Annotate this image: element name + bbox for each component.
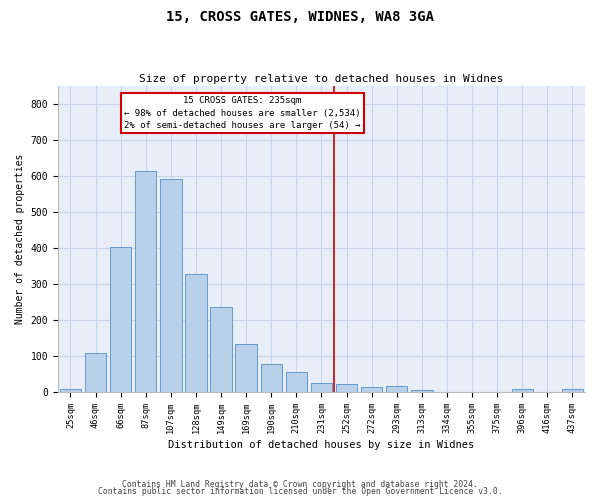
Text: 15 CROSS GATES: 235sqm
← 98% of detached houses are smaller (2,534)
2% of semi-d: 15 CROSS GATES: 235sqm ← 98% of detached… [124, 96, 361, 130]
Bar [411, 390, 433, 392]
Text: 15, CROSS GATES, WIDNES, WA8 3GA: 15, CROSS GATES, WIDNES, WA8 3GA [166, 10, 434, 24]
Bar [260, 364, 282, 392]
Title: Size of property relative to detached houses in Widnes: Size of property relative to detached ho… [139, 74, 504, 84]
Bar [562, 389, 583, 392]
Bar [211, 307, 232, 392]
Bar [386, 386, 407, 392]
Y-axis label: Number of detached properties: Number of detached properties [15, 154, 25, 324]
Bar [110, 246, 131, 392]
Text: Contains public sector information licensed under the Open Government Licence v3: Contains public sector information licen… [98, 487, 502, 496]
Bar [361, 387, 382, 392]
Bar [512, 389, 533, 392]
Bar [85, 354, 106, 392]
Bar [311, 383, 332, 392]
Bar [135, 171, 157, 392]
X-axis label: Distribution of detached houses by size in Widnes: Distribution of detached houses by size … [169, 440, 475, 450]
Bar [336, 384, 357, 392]
Bar [185, 274, 206, 392]
Bar [60, 390, 81, 392]
Text: Contains HM Land Registry data © Crown copyright and database right 2024.: Contains HM Land Registry data © Crown c… [122, 480, 478, 489]
Bar [286, 372, 307, 392]
Bar [160, 179, 182, 392]
Bar [235, 344, 257, 392]
